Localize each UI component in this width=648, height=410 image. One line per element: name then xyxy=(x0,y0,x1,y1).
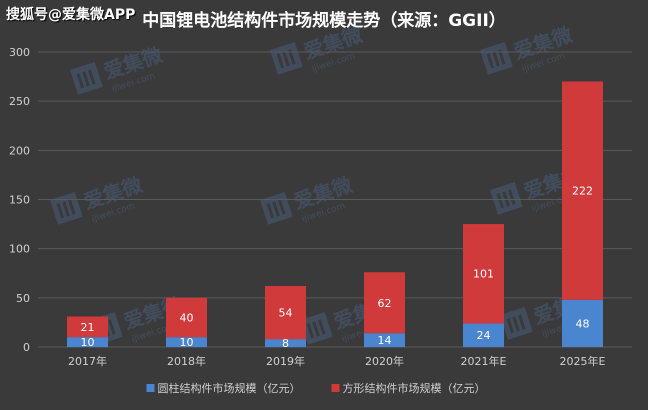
data-label: 48 xyxy=(576,317,590,330)
x-tick-label: 2025年E xyxy=(560,354,606,368)
data-label: 40 xyxy=(180,312,194,325)
y-axis: 0 50 100 150 200 250 300 xyxy=(9,46,30,354)
x-tick-label: 2017年 xyxy=(68,354,107,368)
y-tick-label: 200 xyxy=(9,144,30,157)
bar-segment-prismatic xyxy=(463,224,504,324)
bar-segment-cylindrical xyxy=(364,333,405,347)
y-tick-label: 0 xyxy=(23,341,30,354)
legend-label: 方形结构件市场规模（亿元） xyxy=(343,381,486,395)
gridlines xyxy=(38,51,632,348)
data-label: 62 xyxy=(378,297,392,310)
data-label: 10 xyxy=(81,336,95,349)
x-axis: 2017年 2018年 2019年 2020年 2021年E 2025年E xyxy=(68,354,606,368)
data-label: 21 xyxy=(81,321,95,334)
legend-swatch xyxy=(146,384,155,392)
data-label: 222 xyxy=(572,185,593,198)
y-tick-label: 300 xyxy=(9,46,30,59)
data-label: 101 xyxy=(473,268,494,281)
data-label: 24 xyxy=(477,329,491,342)
x-tick-label: 2021年E xyxy=(461,354,507,368)
bar-segment-cylindrical xyxy=(463,323,504,347)
data-label: 8 xyxy=(282,337,289,350)
bar-segment-prismatic xyxy=(265,286,306,340)
data-label: 10 xyxy=(180,336,194,349)
x-tick-label: 2019年 xyxy=(266,354,305,368)
data-label: 54 xyxy=(279,307,293,320)
y-tick-label: 250 xyxy=(9,95,30,108)
bar-segment-cylindrical xyxy=(67,337,108,347)
bars: 10 21 10 40 8 54 14 62 24 101 48 222 xyxy=(67,81,603,350)
y-tick-label: 100 xyxy=(9,243,30,256)
y-tick-label: 150 xyxy=(9,194,30,207)
bar-segment-cylindrical xyxy=(166,337,207,347)
data-label: 14 xyxy=(378,334,392,347)
source-watermark-label: 搜狐号@爱集微APP xyxy=(6,7,136,23)
bar-segment-prismatic xyxy=(166,297,207,338)
bar-segment-prismatic xyxy=(562,81,603,300)
legend: 圆柱结构件市场规模（亿元） 方形结构件市场规模（亿元） xyxy=(146,381,486,395)
bar-segment-prismatic xyxy=(67,316,108,338)
bar-segment-cylindrical xyxy=(562,299,603,347)
legend-label: 圆柱结构件市场规模（亿元） xyxy=(158,381,301,395)
x-tick-label: 2020年 xyxy=(365,354,404,368)
y-tick-label: 50 xyxy=(16,292,30,305)
bar-segment-prismatic xyxy=(364,272,405,334)
chart-title: 中国锂电池结构件市场规模走势（来源：GGII） xyxy=(142,10,506,31)
legend-swatch xyxy=(331,384,340,392)
x-tick-label: 2018年 xyxy=(167,354,206,368)
bar-segment-cylindrical xyxy=(265,339,306,347)
